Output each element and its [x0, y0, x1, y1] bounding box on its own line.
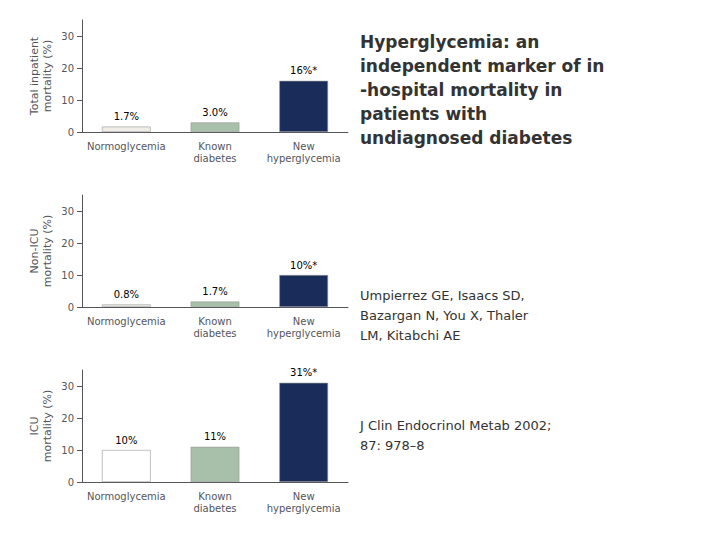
svg-text:hyperglycemia: hyperglycemia	[267, 503, 341, 514]
svg-text:mortality (%): mortality (%)	[41, 215, 54, 288]
svg-text:New: New	[293, 141, 315, 152]
svg-text:10%: 10%	[115, 435, 137, 446]
svg-text:10: 10	[61, 270, 74, 281]
svg-text:ICU: ICU	[28, 417, 41, 436]
svg-text:J Clin Endocrinol Metab 2002;: J Clin Endocrinol Metab 2002;	[359, 418, 551, 433]
svg-text:Known: Known	[198, 316, 232, 327]
svg-text:Total inpatient: Total inpatient	[28, 36, 41, 116]
svg-text:Bazargan N, You X, Thaler: Bazargan N, You X, Thaler	[360, 308, 529, 323]
svg-text:New: New	[293, 316, 315, 327]
svg-text:Normoglycemia: Normoglycemia	[87, 316, 166, 327]
svg-text:31%*: 31%*	[290, 367, 317, 378]
svg-text:3.0%: 3.0%	[202, 107, 227, 118]
svg-text:LM, Kitabchi AE: LM, Kitabchi AE	[360, 328, 460, 343]
svg-text:20: 20	[61, 413, 74, 424]
svg-text:diabetes: diabetes	[193, 503, 236, 514]
svg-text:87: 978–8: 87: 978–8	[360, 438, 425, 453]
svg-text:hyperglycemia: hyperglycemia	[267, 153, 341, 164]
svg-text:1.7%: 1.7%	[202, 286, 227, 297]
svg-text:patients with: patients with	[360, 104, 487, 124]
svg-text:30: 30	[61, 381, 74, 392]
svg-text:16%*: 16%*	[290, 65, 317, 76]
svg-text:0: 0	[68, 127, 74, 138]
svg-text:Known: Known	[198, 491, 232, 502]
svg-text:10%*: 10%*	[290, 260, 317, 271]
svg-text:0.8%: 0.8%	[114, 289, 139, 300]
svg-text:0: 0	[68, 302, 74, 313]
svg-text:mortality (%): mortality (%)	[41, 390, 54, 463]
svg-text:Hyperglycemia: an: Hyperglycemia: an	[360, 32, 539, 52]
svg-text:20: 20	[61, 63, 74, 74]
svg-text:Umpierrez GE, Isaacs SD,: Umpierrez GE, Isaacs SD,	[360, 288, 525, 303]
svg-text:30: 30	[61, 206, 74, 217]
svg-text:Normoglycemia: Normoglycemia	[87, 141, 166, 152]
svg-text:20: 20	[61, 238, 74, 249]
svg-text:undiagnosed diabetes: undiagnosed diabetes	[360, 128, 572, 148]
svg-text:11%: 11%	[204, 431, 226, 442]
svg-text:Known: Known	[198, 141, 232, 152]
svg-text:diabetes: diabetes	[193, 328, 236, 339]
svg-text:mortality (%): mortality (%)	[41, 40, 54, 113]
svg-text:-hospital mortality in: -hospital mortality in	[360, 80, 562, 100]
svg-text:10: 10	[61, 95, 74, 106]
svg-text:Normoglycemia: Normoglycemia	[87, 491, 166, 502]
svg-text:diabetes: diabetes	[193, 153, 236, 164]
svg-text:hyperglycemia: hyperglycemia	[267, 328, 341, 339]
svg-text:30: 30	[61, 31, 74, 42]
svg-text:1.7%: 1.7%	[114, 111, 139, 122]
svg-text:0: 0	[68, 477, 74, 488]
svg-text:New: New	[293, 491, 315, 502]
svg-text:Non-ICU: Non-ICU	[28, 229, 41, 274]
svg-text:independent marker of in: independent marker of in	[360, 56, 604, 76]
svg-text:10: 10	[61, 445, 74, 456]
